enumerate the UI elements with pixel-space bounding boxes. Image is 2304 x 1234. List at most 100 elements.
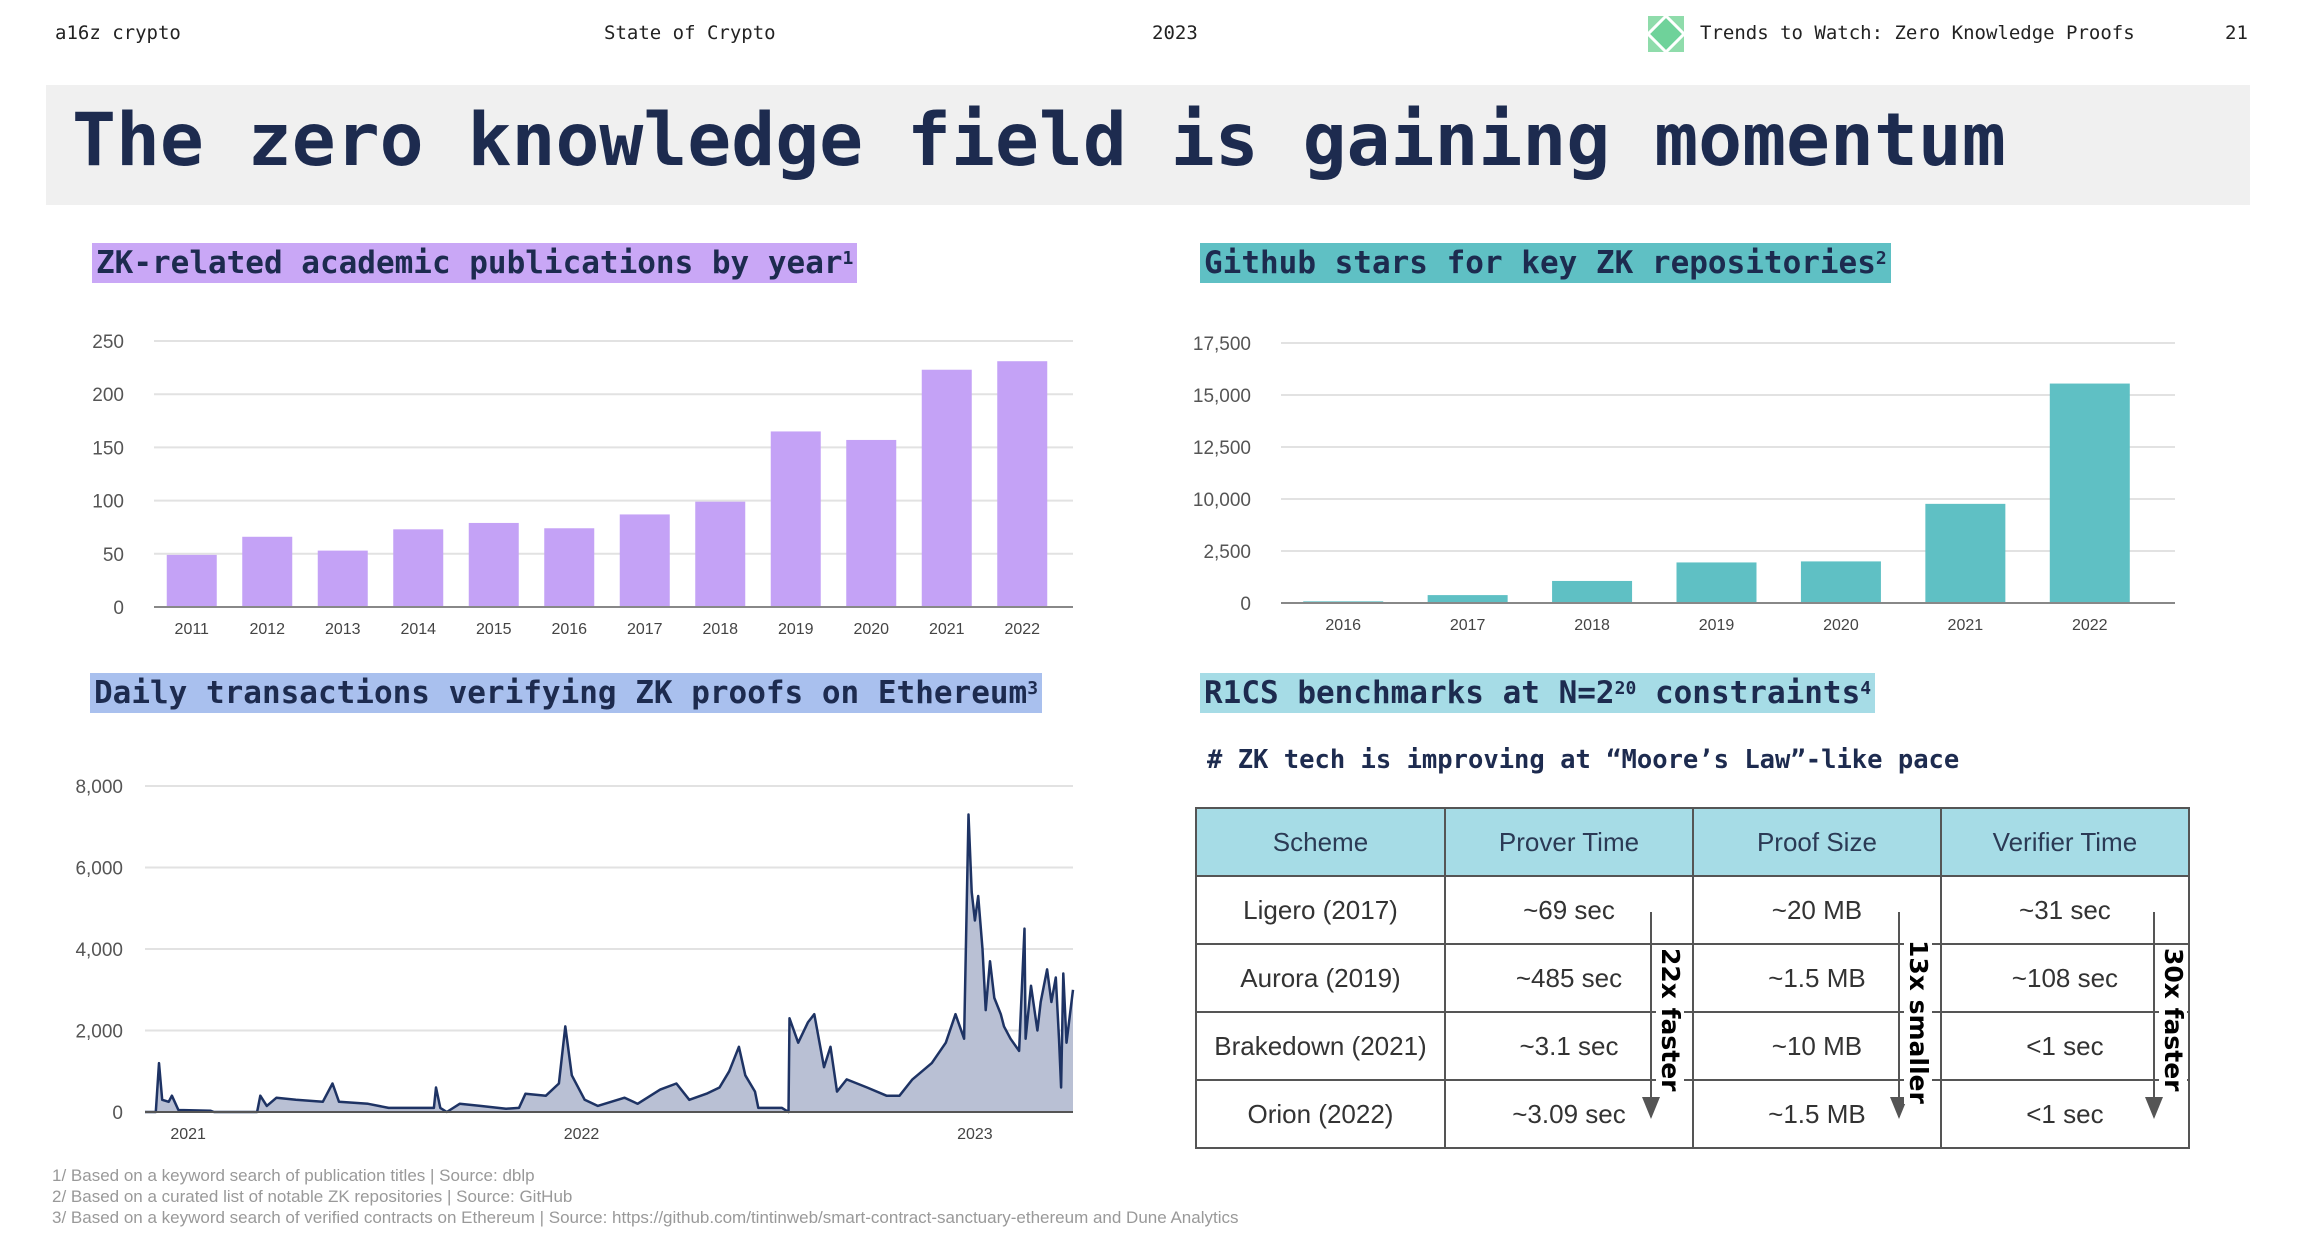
cell: ~3.1 sec bbox=[1443, 1011, 1695, 1081]
bar-2017 bbox=[619, 514, 670, 607]
cell: ~1.5 MB bbox=[1692, 943, 1942, 1013]
y-tick-label: 2,500 bbox=[1203, 542, 1251, 563]
series-line bbox=[145, 813, 1075, 1114]
cell: ~69 sec bbox=[1443, 875, 1695, 945]
x-tick-label: 2018 bbox=[702, 621, 738, 638]
cell: Orion (2022) bbox=[1195, 1079, 1446, 1149]
footnote-ref: 3 bbox=[1027, 678, 1039, 699]
footnote: 3/ Based on a keyword search of verified… bbox=[52, 1208, 1239, 1227]
bar-2019 bbox=[770, 431, 821, 607]
x-tick-label: 2022 bbox=[1004, 621, 1040, 638]
bar-2011 bbox=[166, 554, 217, 607]
x-tick-label: 2016 bbox=[551, 621, 587, 638]
page-number: 21 bbox=[2225, 22, 2248, 44]
y-tick-label: 50 bbox=[103, 545, 124, 566]
bar-2020 bbox=[846, 439, 897, 607]
x-tick-label: 2022 bbox=[564, 1126, 600, 1143]
bar-2022 bbox=[2049, 383, 2130, 603]
bar-2019 bbox=[1676, 562, 1757, 603]
transactions-chart-title: Daily transactions verifying ZK proofs o… bbox=[90, 673, 1043, 713]
proof-size-improvement-label: 13x smaller bbox=[1904, 940, 1933, 1104]
table-row: Aurora (2019) ~485 sec ~1.5 MB ~108 sec bbox=[1195, 943, 2191, 1013]
bar-2021 bbox=[921, 369, 972, 607]
y-tick-label: 12,500 bbox=[1193, 438, 1251, 459]
x-tick-label: 2013 bbox=[325, 621, 361, 638]
y-tick-label: 100 bbox=[92, 492, 124, 513]
cell: ~20 MB bbox=[1692, 875, 1942, 945]
column-header: Verifier Time bbox=[1939, 807, 2191, 877]
cell: ~485 sec bbox=[1443, 943, 1695, 1013]
footnote-ref: 1 bbox=[842, 248, 854, 269]
y-tick-label: 10,000 bbox=[1193, 490, 1251, 511]
bar-2018 bbox=[695, 501, 746, 607]
x-tick-label: 2014 bbox=[400, 621, 436, 638]
benchmarks-title-prefix: R1CS benchmarks at N=2 bbox=[1204, 675, 1615, 711]
x-tick-label: 2023 bbox=[957, 1126, 993, 1143]
page-title: The zero knowledge field is gaining mome… bbox=[72, 98, 2006, 183]
cell: <1 sec bbox=[1939, 1011, 2191, 1081]
table-row: Orion (2022) ~3.09 sec ~1.5 MB <1 sec bbox=[1195, 1079, 2191, 1149]
table-row: Ligero (2017) ~69 sec ~20 MB ~31 sec bbox=[1195, 875, 2191, 945]
footnote-ref: 4 bbox=[1860, 678, 1872, 699]
cell: ~10 MB bbox=[1692, 1011, 1942, 1081]
bar-2021 bbox=[1925, 503, 2006, 603]
benchmarks-title-suffix: constraints bbox=[1636, 675, 1861, 711]
column-header: Prover Time bbox=[1443, 807, 1695, 877]
y-tick-label: 0 bbox=[112, 1103, 123, 1124]
table-header-row: Scheme Prover Time Proof Size Verifier T… bbox=[1195, 807, 2191, 877]
x-tick-label: 2019 bbox=[778, 621, 814, 638]
transactions-title-text: Daily transactions verifying ZK proofs o… bbox=[94, 675, 1028, 711]
column-header: Scheme bbox=[1195, 807, 1446, 877]
y-tick-label: 0 bbox=[1240, 594, 1251, 615]
y-tick-label: 250 bbox=[92, 332, 124, 353]
section-label: Trends to Watch: Zero Knowledge Proofs bbox=[1700, 22, 2135, 44]
y-tick-label: 150 bbox=[92, 438, 124, 459]
cell: ~108 sec bbox=[1939, 943, 2191, 1013]
x-tick-label: 2017 bbox=[627, 621, 663, 638]
report-label: State of Crypto bbox=[604, 22, 776, 44]
bar-2018 bbox=[1552, 580, 1633, 603]
cell: ~3.09 sec bbox=[1443, 1079, 1695, 1149]
x-tick-label: 2012 bbox=[249, 621, 285, 638]
year-label: 2023 bbox=[1152, 22, 1198, 44]
title-band bbox=[46, 85, 2250, 205]
benchmarks-subtitle: # ZK tech is improving at “Moore’s Law”-… bbox=[1207, 745, 1960, 775]
down-arrow-icon bbox=[1890, 912, 1908, 1119]
y-tick-label: 17,500 bbox=[1193, 334, 1251, 355]
y-tick-label: 200 bbox=[92, 385, 124, 406]
x-tick-label: 2018 bbox=[1574, 617, 1610, 634]
bar-2012 bbox=[242, 536, 293, 607]
cell: Ligero (2017) bbox=[1195, 875, 1446, 945]
x-tick-label: 2016 bbox=[1325, 617, 1361, 634]
footnote: 1/ Based on a keyword search of publicat… bbox=[52, 1166, 535, 1185]
series-area bbox=[145, 814, 1073, 1112]
table-row: Brakedown (2021) ~3.1 sec ~10 MB <1 sec bbox=[1195, 1011, 2191, 1081]
x-tick-label: 2021 bbox=[170, 1126, 206, 1143]
github-title-text: Github stars for key ZK repositories bbox=[1204, 245, 1876, 281]
bar-2022 bbox=[997, 361, 1048, 607]
down-arrow-icon bbox=[2145, 912, 2163, 1119]
benchmarks-title: R1CS benchmarks at N=220 constraints4 bbox=[1200, 673, 1876, 713]
x-tick-label: 2020 bbox=[1823, 617, 1859, 634]
bar-2020 bbox=[1800, 561, 1881, 603]
publications-title-text: ZK-related academic publications by year bbox=[96, 245, 843, 281]
y-tick-label: 2,000 bbox=[75, 1022, 123, 1043]
cell: Aurora (2019) bbox=[1195, 943, 1446, 1013]
cell: ~31 sec bbox=[1939, 875, 2191, 945]
prover-improvement-label: 22x faster bbox=[1656, 948, 1685, 1092]
bar-2013 bbox=[317, 550, 368, 607]
y-tick-label: 15,000 bbox=[1193, 386, 1251, 407]
x-tick-label: 2015 bbox=[476, 621, 512, 638]
bar-2016 bbox=[544, 528, 595, 607]
bar-2014 bbox=[393, 529, 444, 607]
green-diamond-icon bbox=[1648, 16, 1684, 52]
github-chart-title: Github stars for key ZK repositories2 bbox=[1200, 243, 1891, 283]
y-tick-label: 6,000 bbox=[75, 859, 123, 880]
footnote-ref: 2 bbox=[1875, 248, 1887, 269]
y-tick-label: 4,000 bbox=[75, 940, 123, 961]
benchmarks-table: Scheme Prover Time Proof Size Verifier T… bbox=[1195, 807, 2191, 1149]
x-tick-label: 2020 bbox=[853, 621, 889, 638]
down-arrow-icon bbox=[1642, 912, 1660, 1119]
y-tick-label: 0 bbox=[113, 598, 124, 619]
